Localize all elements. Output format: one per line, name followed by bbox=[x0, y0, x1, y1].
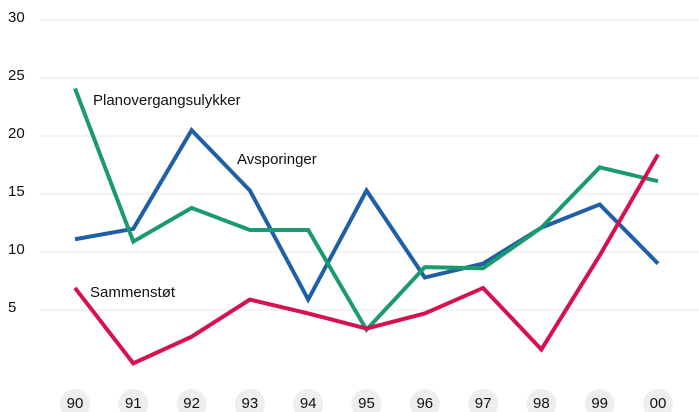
x-tick-bg bbox=[60, 389, 90, 412]
x-tick-label: 93 bbox=[242, 395, 259, 412]
x-tick-label: 91 bbox=[125, 395, 142, 412]
x-tick-label: 00 bbox=[650, 395, 667, 412]
x-tick-label: 95 bbox=[358, 395, 375, 412]
x-tick-label: 90 bbox=[67, 395, 84, 412]
y-tick-label: 25 bbox=[8, 67, 25, 84]
x-tick-bg bbox=[643, 389, 673, 412]
y-tick-label: 10 bbox=[8, 241, 25, 258]
y-tick-label: 15 bbox=[8, 183, 25, 200]
y-tick-label: 30 bbox=[8, 9, 25, 26]
x-tick-bg bbox=[468, 389, 499, 412]
x-tick-label: 94 bbox=[300, 395, 317, 412]
x-tick-bg bbox=[176, 389, 207, 412]
x-tick-bg bbox=[526, 389, 557, 412]
series-line bbox=[74, 126, 660, 304]
x-tick-label: 98 bbox=[533, 395, 550, 412]
x-tick-label: 96 bbox=[416, 395, 433, 412]
x-tick-label: 99 bbox=[591, 395, 608, 412]
x-tick-label: 92 bbox=[183, 395, 200, 412]
x-tick-bg bbox=[409, 389, 440, 412]
x-tick-bg bbox=[234, 389, 265, 412]
x-tick-bg bbox=[293, 389, 324, 412]
y-tick-label: 5 bbox=[8, 299, 16, 316]
series-line bbox=[73, 153, 660, 366]
series-label: Sammenstøt bbox=[90, 284, 176, 301]
series-label: Planovergangsulykker bbox=[93, 92, 241, 109]
x-tick-label: 97 bbox=[475, 395, 492, 412]
x-tick-bg bbox=[584, 389, 615, 412]
x-tick-bg bbox=[118, 389, 149, 412]
y-tick-label: 20 bbox=[8, 125, 25, 142]
series-label: Avsporinger bbox=[237, 151, 317, 168]
x-tick-bg bbox=[351, 389, 382, 412]
